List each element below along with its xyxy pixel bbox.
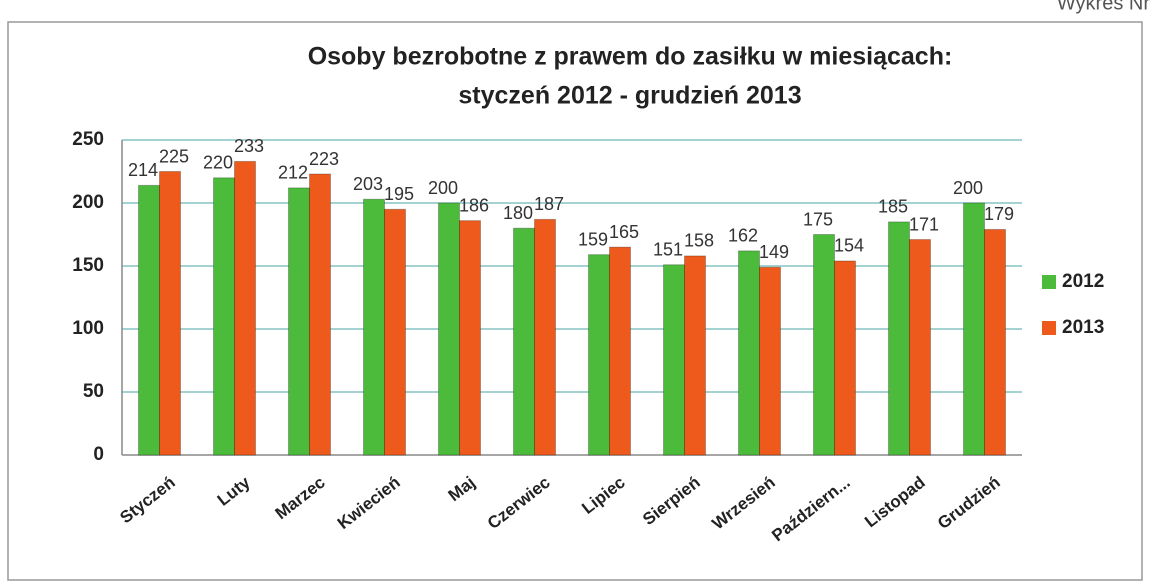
- bar: [288, 187, 310, 456]
- value-label: 159: [578, 229, 608, 249]
- value-label: 149: [759, 242, 789, 262]
- bar: [459, 220, 481, 456]
- value-label: 151: [653, 239, 683, 259]
- y-tick-label: 0: [93, 444, 104, 465]
- value-label: 203: [353, 174, 383, 194]
- bar: [738, 250, 760, 456]
- bar: [663, 264, 685, 456]
- bar: [909, 239, 931, 456]
- bar: [588, 254, 610, 456]
- bar: [159, 171, 181, 456]
- bar: [834, 260, 856, 456]
- bar: [759, 266, 781, 456]
- bar: [213, 177, 235, 456]
- y-tick-label: 100: [72, 318, 104, 339]
- y-tick-label: 200: [72, 192, 104, 213]
- legend-label: 2013: [1062, 317, 1104, 338]
- bar: [384, 208, 406, 456]
- bar: [609, 246, 631, 456]
- value-label: 180: [503, 203, 533, 223]
- bar: [534, 218, 556, 456]
- bar: [234, 160, 256, 456]
- value-label: 212: [278, 163, 308, 183]
- value-label: 175: [803, 209, 833, 229]
- bar: [363, 198, 385, 456]
- value-label: 186: [459, 195, 489, 215]
- value-label: 158: [684, 231, 714, 251]
- value-label: 162: [728, 226, 758, 246]
- value-label: 200: [428, 178, 458, 198]
- y-tick-label: 250: [72, 129, 104, 150]
- value-label: 187: [534, 194, 564, 214]
- bar: [963, 202, 985, 456]
- page-header: Wykres Nr: [1057, 0, 1150, 14]
- chart-title: Osoby bezrobotne z prawem do zasiłku w m…: [308, 43, 953, 71]
- value-label: 200: [953, 178, 983, 198]
- value-label: 165: [609, 222, 639, 242]
- legend-swatch: [1042, 321, 1056, 335]
- y-tick-label: 150: [72, 255, 104, 276]
- value-label: 185: [878, 197, 908, 217]
- value-label: 233: [234, 136, 264, 156]
- bar: [513, 227, 535, 456]
- bar: [684, 255, 706, 456]
- value-label: 223: [309, 149, 339, 169]
- value-label: 171: [909, 214, 939, 234]
- bar: [138, 184, 160, 456]
- bar: [813, 234, 835, 456]
- legend-swatch: [1042, 275, 1056, 289]
- value-label: 179: [984, 204, 1014, 224]
- bar: [984, 228, 1006, 456]
- y-tick-label: 50: [83, 381, 104, 402]
- chart-frame: [7, 21, 1143, 581]
- bar: [888, 221, 910, 456]
- value-label: 220: [203, 153, 233, 173]
- legend-label: 2012: [1062, 271, 1104, 292]
- value-label: 195: [384, 184, 414, 204]
- bar: [438, 202, 460, 456]
- value-label: 214: [128, 160, 158, 180]
- value-label: 154: [834, 236, 864, 256]
- chart-title: styczeń 2012 - grudzień 2013: [458, 82, 801, 110]
- value-label: 225: [159, 146, 189, 166]
- bar: [309, 173, 331, 456]
